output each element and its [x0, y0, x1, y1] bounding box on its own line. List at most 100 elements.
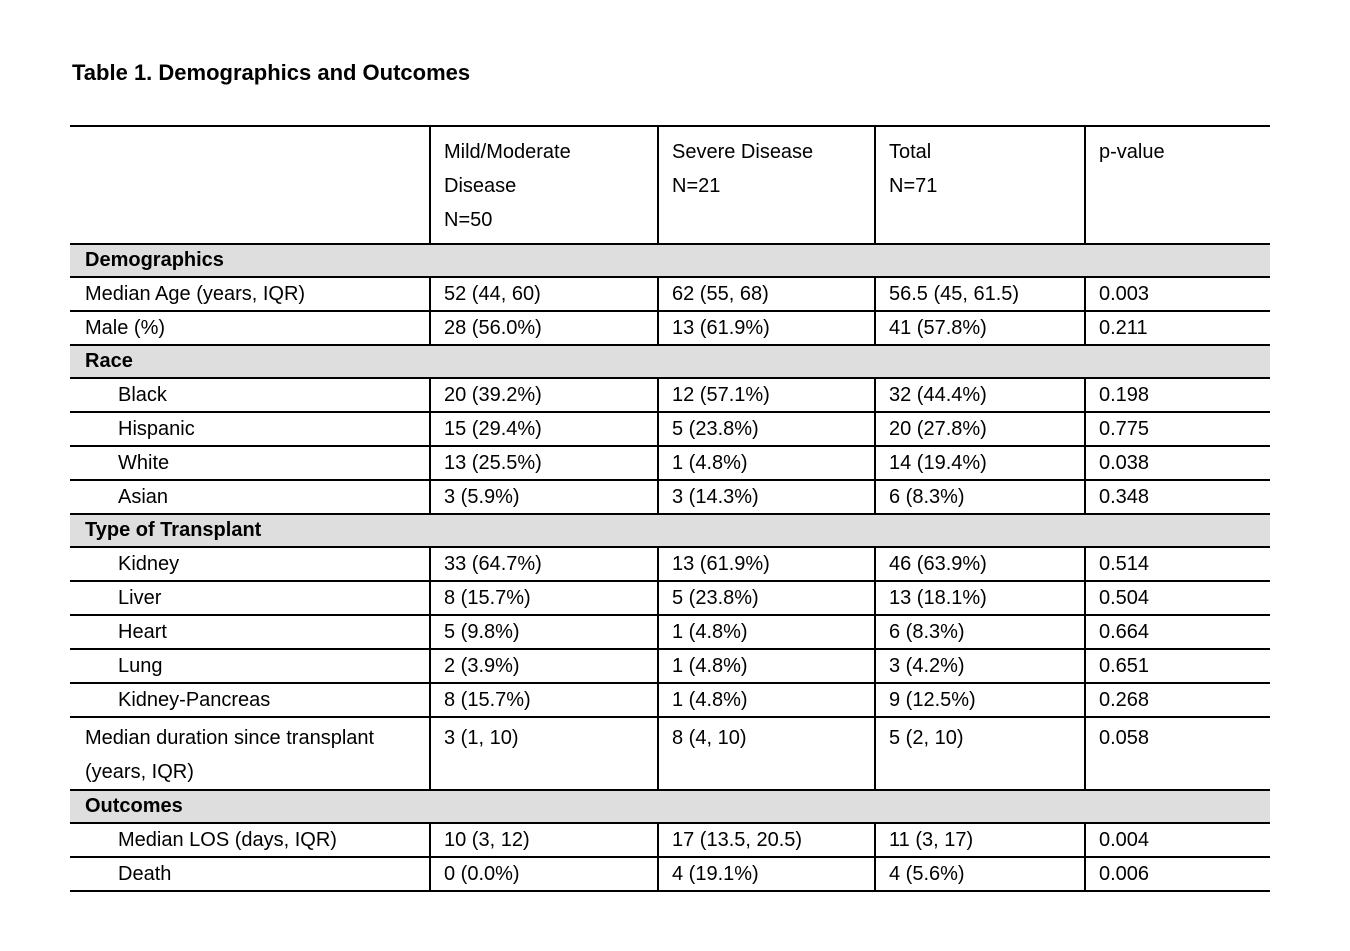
value-mild-moderate: 33 (64.7%) [429, 547, 658, 582]
value-total: 9 (12.5%) [874, 683, 1085, 718]
value-severe: 1 (4.8%) [657, 683, 875, 718]
value-p: 0.348 [1084, 480, 1270, 515]
value-mild-moderate: 52 (44, 60) [429, 277, 658, 312]
value-total: 41 (57.8%) [874, 311, 1085, 346]
value-severe: 1 (4.8%) [657, 446, 875, 481]
header-row: Mild/Moderate Disease N=50 Severe Diseas… [70, 125, 1270, 245]
table-row: Black 20 (39.2%) 12 (57.1%) 32 (44.4%) 0… [70, 378, 1270, 413]
value-p: 0.006 [1084, 857, 1270, 892]
table-row: Heart 5 (9.8%) 1 (4.8%) 6 (8.3%) 0.664 [70, 615, 1270, 650]
row-label: Asian [70, 480, 430, 515]
table-row: Median Age (years, IQR) 52 (44, 60) 62 (… [70, 277, 1270, 312]
value-p: 0.058 [1084, 717, 1270, 791]
value-severe: 13 (61.9%) [657, 311, 875, 346]
value-p: 0.775 [1084, 412, 1270, 447]
value-total: 3 (4.2%) [874, 649, 1085, 684]
row-label: Death [70, 857, 430, 892]
row-label: Kidney [70, 547, 430, 582]
row-label: Median duration since transplant (years,… [70, 717, 430, 791]
row-label: Heart [70, 615, 430, 650]
row-label: Median Age (years, IQR) [70, 277, 430, 312]
value-total: 5 (2, 10) [874, 717, 1085, 791]
table-row: Kidney 33 (64.7%) 13 (61.9%) 46 (63.9%) … [70, 547, 1270, 582]
header-severe-disease: Severe Disease N=21 [657, 125, 875, 245]
row-label: Black [70, 378, 430, 413]
value-total: 13 (18.1%) [874, 581, 1085, 616]
demographics-outcomes-table: Mild/Moderate Disease N=50 Severe Diseas… [70, 125, 1270, 892]
header-line: Severe Disease [672, 141, 814, 163]
value-severe: 3 (14.3%) [657, 480, 875, 515]
header-line: Mild/Moderate [444, 141, 571, 163]
row-label: Kidney-Pancreas [70, 683, 430, 718]
row-label: White [70, 446, 430, 481]
value-severe: 1 (4.8%) [657, 649, 875, 684]
header-p-value: p-value [1084, 125, 1270, 245]
section-title: Race [70, 345, 1270, 379]
value-p: 0.211 [1084, 311, 1270, 346]
table-row: Male (%) 28 (56.0%) 13 (61.9%) 41 (57.8%… [70, 311, 1270, 346]
table-row: Hispanic 15 (29.4%) 5 (23.8%) 20 (27.8%)… [70, 412, 1270, 447]
value-severe: 5 (23.8%) [657, 581, 875, 616]
table-row: Death 0 (0.0%) 4 (19.1%) 4 (5.6%) 0.006 [70, 857, 1270, 892]
value-severe: 1 (4.8%) [657, 615, 875, 650]
row-label: Median LOS (days, IQR) [70, 823, 430, 858]
value-p: 0.651 [1084, 649, 1270, 684]
value-total: 20 (27.8%) [874, 412, 1085, 447]
value-total: 46 (63.9%) [874, 547, 1085, 582]
row-label: Lung [70, 649, 430, 684]
header-line: Total [889, 141, 932, 163]
section-title: Demographics [70, 244, 1270, 278]
value-severe: 13 (61.9%) [657, 547, 875, 582]
header-line: N=71 [889, 175, 938, 197]
row-label: Liver [70, 581, 430, 616]
value-mild-moderate: 15 (29.4%) [429, 412, 658, 447]
value-severe: 8 (4, 10) [657, 717, 875, 791]
value-mild-moderate: 2 (3.9%) [429, 649, 658, 684]
header-line: N=21 [672, 175, 721, 197]
table-row: Asian 3 (5.9%) 3 (14.3%) 6 (8.3%) 0.348 [70, 480, 1270, 515]
value-mild-moderate: 20 (39.2%) [429, 378, 658, 413]
value-total: 11 (3, 17) [874, 823, 1085, 858]
header-line: Disease [444, 175, 517, 197]
table-row: Kidney-Pancreas 8 (15.7%) 1 (4.8%) 9 (12… [70, 683, 1270, 718]
value-mild-moderate: 3 (5.9%) [429, 480, 658, 515]
table-title: Table 1. Demographics and Outcomes [72, 60, 471, 85]
value-severe: 12 (57.1%) [657, 378, 875, 413]
value-p: 0.198 [1084, 378, 1270, 413]
section-header-row: Outcomes [70, 790, 1270, 824]
value-total: 32 (44.4%) [874, 378, 1085, 413]
table-row: Lung 2 (3.9%) 1 (4.8%) 3 (4.2%) 0.651 [70, 649, 1270, 684]
value-p: 0.504 [1084, 581, 1270, 616]
section-header-row: Demographics [70, 244, 1270, 278]
value-p: 0.268 [1084, 683, 1270, 718]
value-mild-moderate: 28 (56.0%) [429, 311, 658, 346]
value-total: 6 (8.3%) [874, 480, 1085, 515]
value-p: 0.004 [1084, 823, 1270, 858]
header-line: p-value [1099, 141, 1165, 163]
value-severe: 5 (23.8%) [657, 412, 875, 447]
section-title: Outcomes [70, 790, 1270, 824]
table-body: Demographics Median Age (years, IQR) 52 … [70, 244, 1270, 892]
row-label: Hispanic [70, 412, 430, 447]
value-total: 56.5 (45, 61.5) [874, 277, 1085, 312]
value-mild-moderate: 0 (0.0%) [429, 857, 658, 892]
value-mild-moderate: 3 (1, 10) [429, 717, 658, 791]
value-mild-moderate: 10 (3, 12) [429, 823, 658, 858]
value-p: 0.003 [1084, 277, 1270, 312]
table-row: Liver 8 (15.7%) 5 (23.8%) 13 (18.1%) 0.5… [70, 581, 1270, 616]
header-empty-cell [70, 125, 430, 245]
header-total: Total N=71 [874, 125, 1085, 245]
value-mild-moderate: 5 (9.8%) [429, 615, 658, 650]
section-header-row: Type of Transplant [70, 514, 1270, 548]
value-total: 6 (8.3%) [874, 615, 1085, 650]
value-total: 4 (5.6%) [874, 857, 1085, 892]
value-p: 0.514 [1084, 547, 1270, 582]
table-row: White 13 (25.5%) 1 (4.8%) 14 (19.4%) 0.0… [70, 446, 1270, 481]
header-mild-moderate-disease: Mild/Moderate Disease N=50 [429, 125, 658, 245]
section-title: Type of Transplant [70, 514, 1270, 548]
value-p: 0.664 [1084, 615, 1270, 650]
section-header-row: Race [70, 345, 1270, 379]
value-severe: 17 (13.5, 20.5) [657, 823, 875, 858]
value-mild-moderate: 13 (25.5%) [429, 446, 658, 481]
